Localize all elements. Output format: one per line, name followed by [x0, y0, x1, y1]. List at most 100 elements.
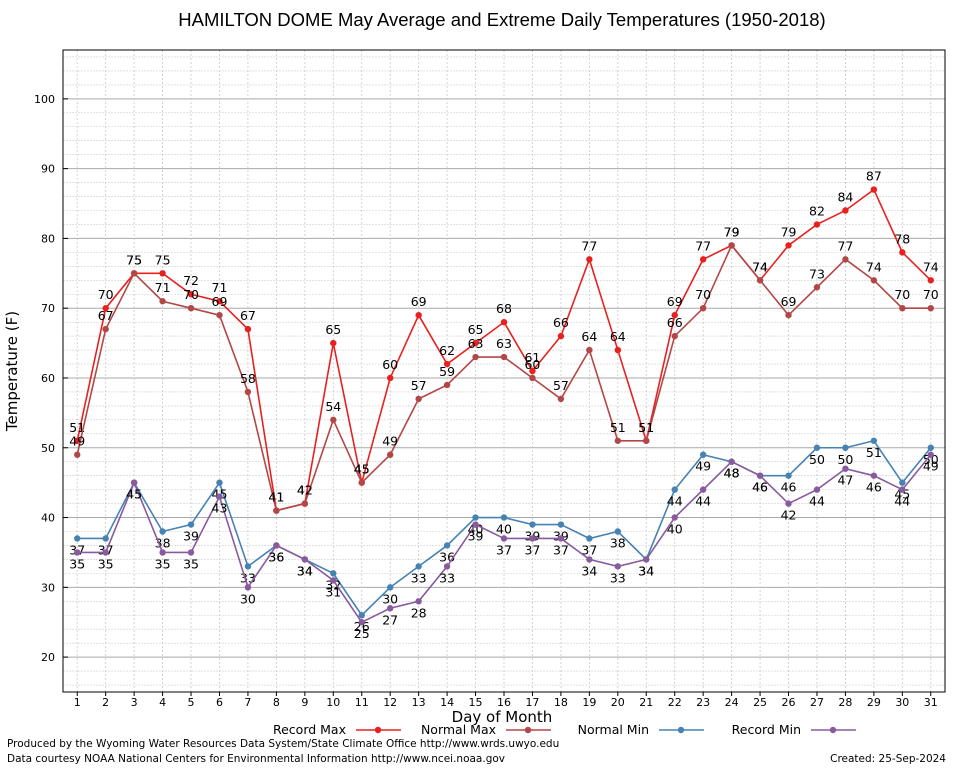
y-tick-label: 40: [41, 512, 55, 525]
data-label: 75: [126, 252, 142, 267]
data-label: 36: [268, 549, 284, 564]
data-point: [415, 311, 422, 319]
data-point: [415, 395, 422, 403]
data-point: [529, 374, 536, 382]
x-tick-label: 29: [867, 696, 881, 709]
data-point: [870, 472, 878, 479]
data-label: 71: [212, 280, 228, 295]
data-label: 62: [439, 343, 455, 358]
data-point: [699, 256, 707, 263]
data-label: 40: [496, 522, 512, 537]
x-tick-label: 23: [696, 696, 710, 709]
data-label: 73: [809, 266, 825, 281]
x-tick-label: 25: [753, 696, 767, 709]
data-label: 38: [610, 536, 626, 551]
data-label: 64: [581, 329, 597, 344]
data-point: [899, 479, 906, 486]
data-label: 64: [610, 329, 626, 344]
data-label: 66: [553, 315, 569, 330]
data-point: [500, 514, 508, 521]
legend-label: Record Min: [732, 722, 801, 737]
data-point: [500, 318, 508, 326]
data-point: [586, 556, 593, 563]
data-point: [614, 528, 622, 535]
data-point: [74, 451, 81, 458]
data-label: 65: [468, 322, 484, 337]
data-label: 28: [411, 605, 427, 620]
data-label: 63: [496, 336, 512, 351]
data-point: [159, 270, 166, 277]
data-label: 79: [781, 224, 797, 239]
data-point: [813, 284, 821, 291]
y-axis-label: Temperature (F): [3, 311, 21, 432]
data-point: [102, 535, 109, 542]
data-label: 77: [695, 238, 711, 253]
data-label: 87: [866, 169, 882, 184]
legend-marker: [829, 726, 837, 734]
data-label: 49: [695, 459, 711, 474]
data-point: [756, 277, 764, 284]
x-tick-label: 24: [725, 696, 739, 709]
data-point: [130, 479, 138, 486]
data-point: [102, 325, 109, 333]
data-point: [130, 270, 138, 277]
data-label: 71: [155, 280, 171, 295]
data-point: [244, 563, 252, 570]
data-point: [443, 360, 451, 368]
data-label: 30: [240, 591, 256, 606]
x-tick-label: 12: [383, 696, 397, 709]
data-label: 45: [894, 487, 910, 502]
data-label: 67: [240, 308, 256, 323]
data-point: [699, 451, 707, 458]
data-label: 68: [496, 301, 512, 316]
data-point: [187, 549, 195, 556]
data-label: 27: [382, 612, 398, 627]
data-point: [614, 563, 622, 570]
data-point: [330, 339, 337, 347]
data-label: 77: [581, 238, 597, 253]
data-label: 50: [923, 452, 939, 467]
data-point: [74, 437, 81, 444]
data-point: [472, 339, 479, 347]
data-point: [842, 444, 849, 451]
x-tick-label: 21: [639, 696, 653, 709]
data-label: 34: [581, 563, 597, 578]
data-label: 79: [724, 224, 740, 239]
legend-label: Normal Min: [578, 722, 649, 737]
x-tick-label: 11: [355, 696, 369, 709]
data-point: [671, 514, 678, 521]
data-label: 50: [837, 452, 853, 467]
data-label: 78: [894, 231, 910, 246]
data-point: [159, 298, 166, 305]
data-point: [500, 535, 508, 542]
data-point: [614, 437, 622, 444]
legend-marker: [677, 726, 685, 734]
data-label: 42: [297, 483, 313, 498]
y-axis-ticks: 20 30 40 50 60 70 80 90 100: [34, 93, 68, 664]
data-point: [699, 486, 707, 493]
data-label: 44: [894, 494, 910, 509]
data-point: [899, 304, 906, 312]
data-label: 37: [553, 542, 569, 557]
data-label: 69: [667, 294, 683, 309]
data-point: [842, 465, 849, 472]
data-point: [358, 619, 365, 626]
data-label: 74: [923, 259, 939, 274]
data-label: 33: [411, 570, 427, 585]
data-label: 70: [98, 287, 114, 302]
data-label: 70: [695, 287, 711, 302]
x-tick-label: 10: [326, 696, 340, 709]
data-label: 38: [155, 536, 171, 551]
data-point: [216, 479, 223, 486]
data-label: 30: [382, 591, 398, 606]
y-tick-label: 20: [41, 651, 55, 664]
data-label: 44: [695, 494, 711, 509]
data-label: 47: [837, 473, 853, 488]
data-label: 44: [667, 494, 683, 509]
produced-by-note: Produced by the Wyoming Water Resources …: [7, 738, 560, 750]
data-point: [927, 451, 934, 458]
data-point: [842, 207, 849, 214]
data-label: 35: [183, 556, 199, 571]
data-label: 26: [354, 619, 370, 634]
